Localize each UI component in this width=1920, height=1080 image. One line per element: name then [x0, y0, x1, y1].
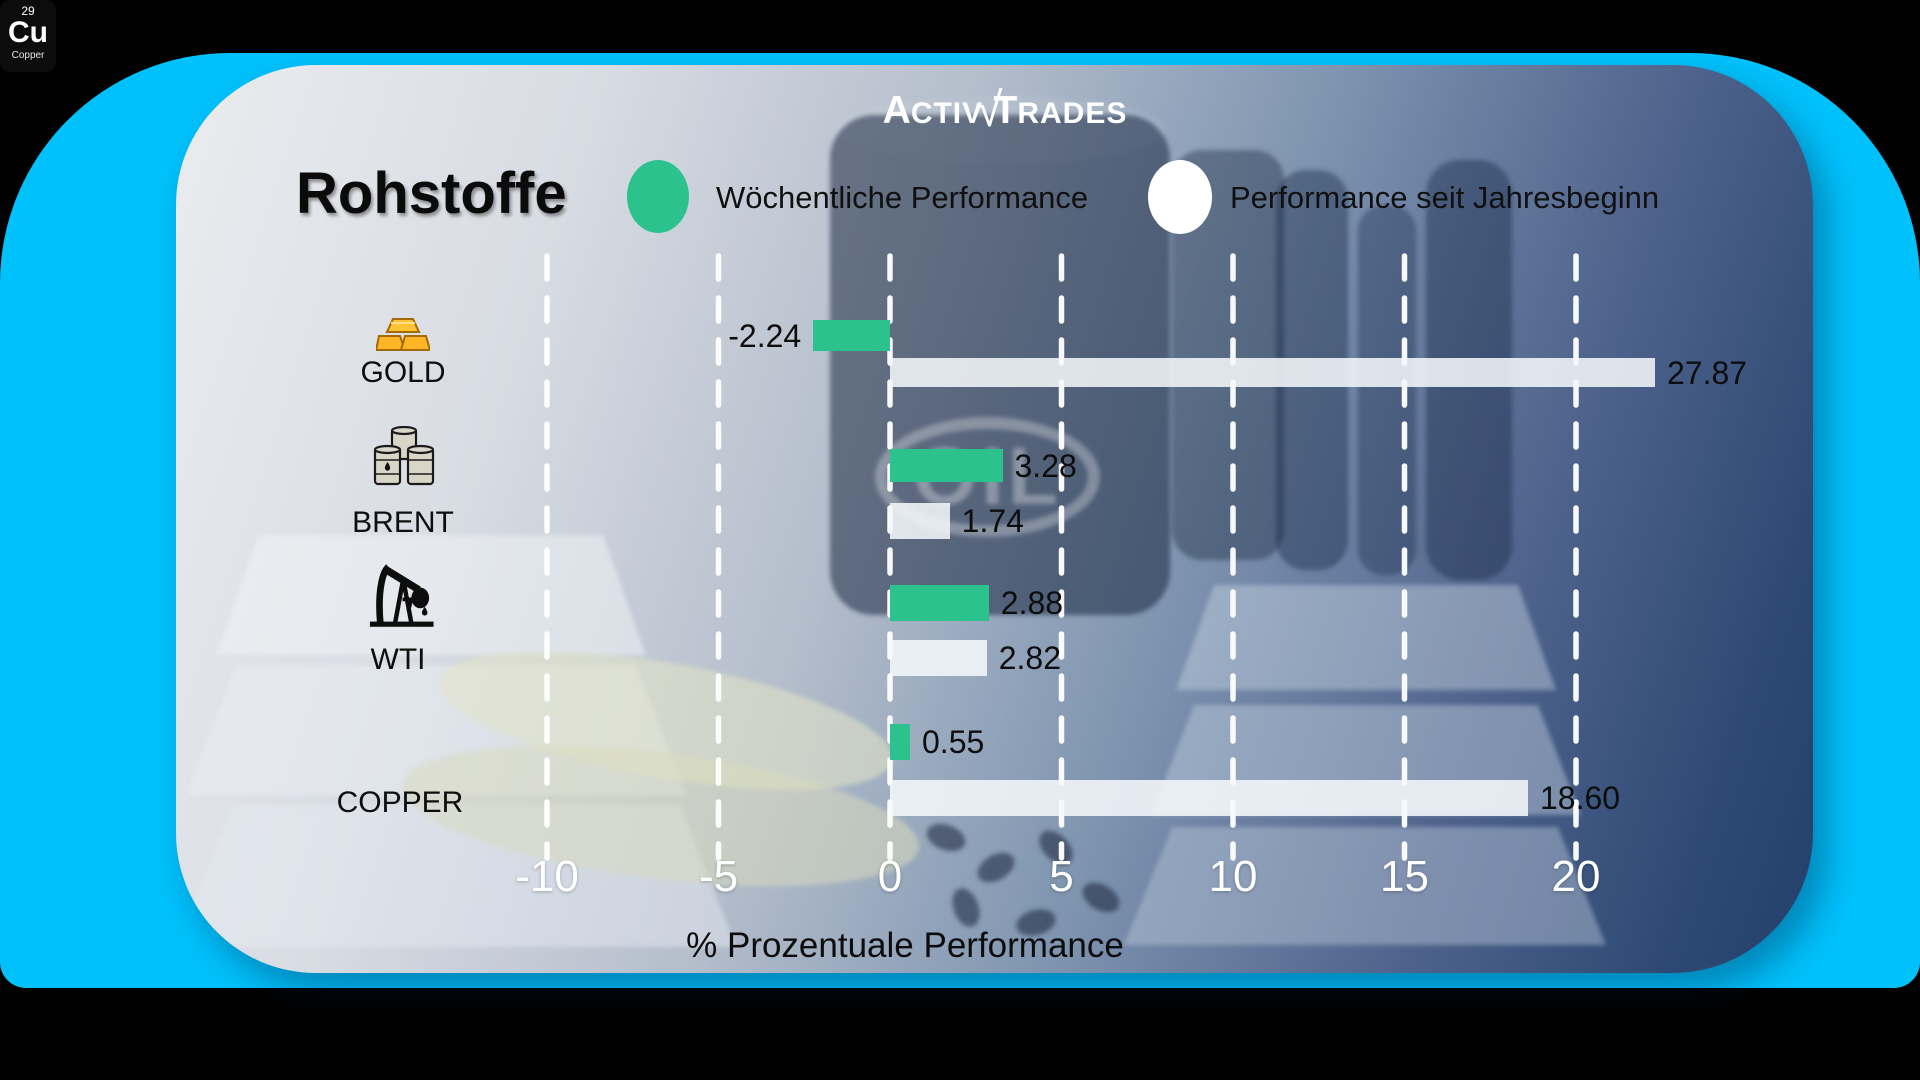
x-tick-label: 20 — [1551, 852, 1601, 901]
platinum-bars-image — [216, 535, 646, 655]
gold-bars-icon — [376, 318, 430, 351]
weekly-legend-dot — [627, 160, 689, 233]
weekly-legend-label: Wöchentliche Performance — [716, 180, 1089, 215]
weekly-bar-copper — [890, 724, 910, 760]
copper-caption: Copper — [11, 50, 45, 61]
bar-value-label: 27.87 — [1667, 354, 1748, 391]
weekly-bar-brent — [890, 449, 1003, 482]
x-tick-label: 10 — [1208, 852, 1258, 901]
oil-barrels-icon — [373, 426, 435, 486]
x-tick-label: 0 — [877, 852, 903, 901]
category-label-gold: GOLD — [360, 356, 446, 389]
page-title: Rohstoffe — [296, 161, 567, 226]
bar-value-label: 0.55 — [922, 724, 985, 760]
ytd-bar-wti — [890, 640, 987, 676]
x-tick-label: -10 — [515, 852, 579, 901]
weekly-bar-wti — [890, 585, 989, 621]
radical-check-icon: √ — [976, 84, 1003, 137]
x-tick-label: 5 — [1049, 852, 1074, 901]
bar-value-label: 1.74 — [961, 503, 1024, 539]
bar-value-label: 18.60 — [1539, 780, 1621, 816]
pumpjack-icon — [369, 564, 434, 627]
category-label-wti: WTI — [370, 643, 426, 676]
silver-ingots-image — [1176, 585, 1556, 690]
silver-ingots-image — [1124, 827, 1606, 945]
bar-value-label: 2.82 — [998, 640, 1061, 676]
ytd-legend-dot — [1148, 160, 1212, 234]
logo-text: A — [882, 89, 911, 132]
ytd-bar-brent — [890, 503, 950, 539]
weekly-bar-gold — [813, 320, 890, 351]
bar-value-label: 3.28 — [1014, 447, 1077, 484]
x-tick-label: -5 — [698, 852, 739, 901]
bar-value-label: 2.88 — [1000, 585, 1064, 621]
x-axis-title: % Prozentuale Performance — [686, 926, 1124, 965]
copper-element-icon: 29 Cu Copper — [0, 0, 56, 72]
copper-symbol: Cu — [8, 16, 48, 49]
ytd-bar-copper — [890, 780, 1528, 816]
x-tick-label: 15 — [1380, 852, 1429, 901]
bar-value-label: -2.24 — [728, 317, 802, 354]
ytd-bar-gold — [890, 358, 1655, 387]
category-label-copper: COPPER — [336, 786, 464, 819]
category-label-brent: BRENT — [352, 506, 454, 539]
copper-atomic-number: 29 — [21, 4, 35, 18]
ytd-legend-label: Performance seit Jahresbeginn — [1230, 180, 1660, 215]
activtrades-logo: A CTIV √ T RADES — [882, 84, 1128, 137]
